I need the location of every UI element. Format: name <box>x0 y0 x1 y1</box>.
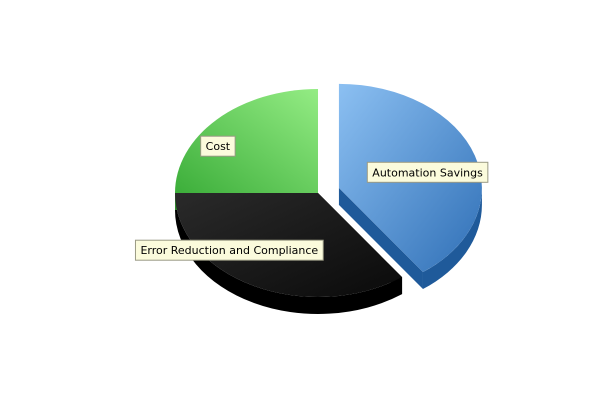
pie-slice-label-text: Automation Savings <box>372 166 483 179</box>
pie-slice-cost[interactable] <box>175 89 318 193</box>
pie-slice-label-text: Cost <box>206 140 231 153</box>
pie-slice-wall-0-1 <box>338 187 423 290</box>
pie-slice-label-box <box>134 239 324 261</box>
pie-slice-label-box <box>200 135 236 157</box>
pie-slice-label: Error Reduction and Compliance <box>134 239 324 261</box>
pie-slice-label-text: Error Reduction and Compliance <box>140 244 318 257</box>
pie-slice-rim-1 <box>175 193 403 314</box>
pie-slice-label-box <box>366 161 489 183</box>
pie-slice-rim-0 <box>422 187 482 290</box>
pie-slice-label: Cost <box>200 135 236 157</box>
pie-slice-label: Automation Savings <box>366 161 489 183</box>
